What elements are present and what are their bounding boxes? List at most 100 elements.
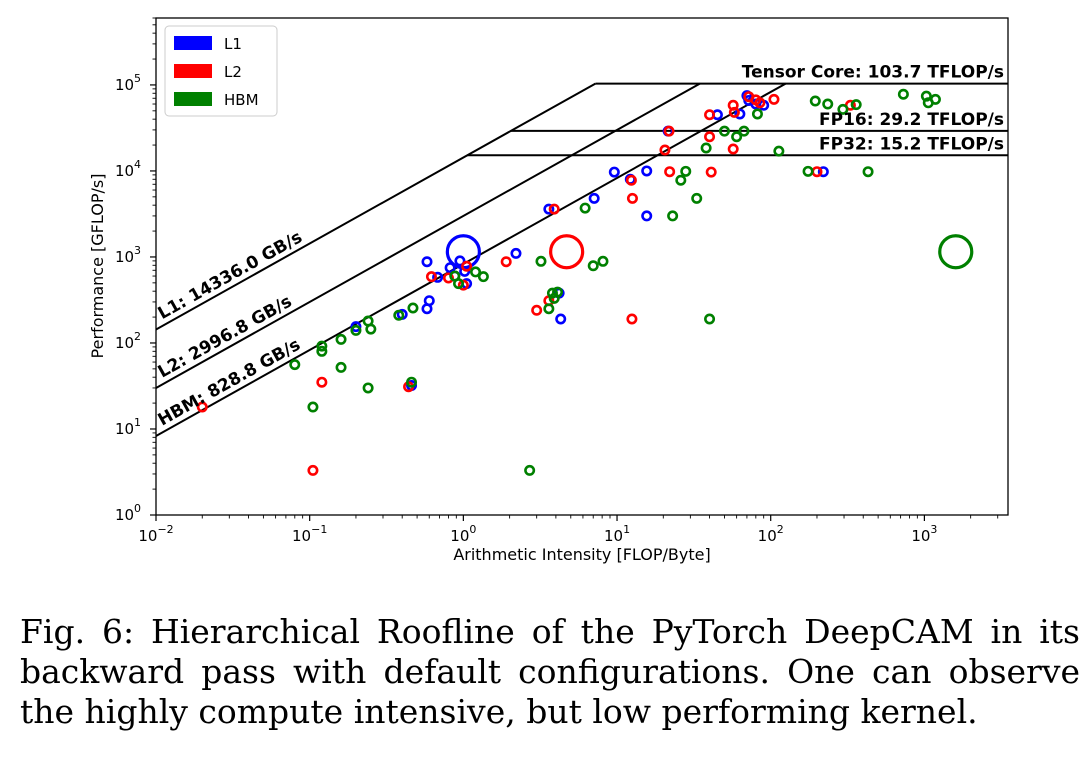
roof-hbm-label: HBM: 828.8 GB/s [155, 335, 304, 430]
x-tick-label: 102 [758, 523, 784, 545]
point-l2 [663, 125, 675, 137]
point-hbm [579, 202, 591, 214]
legend-label-l1: L1 [224, 35, 242, 53]
x-tick-label: 103 [911, 523, 937, 545]
point-l1 [432, 271, 444, 283]
point-l2 [811, 166, 823, 178]
point-hbm [335, 333, 347, 345]
point-hbm [543, 303, 555, 315]
roof-l2-line [156, 82, 701, 389]
point-hbm [335, 361, 347, 373]
point-l1 [421, 256, 433, 268]
point-hbm [453, 278, 465, 290]
point-hbm [837, 103, 849, 115]
legend-label-hbm: HBM [224, 91, 259, 109]
point-hbm [751, 108, 763, 120]
point-hbm [316, 340, 328, 352]
point-l1 [423, 295, 435, 307]
point-hbm [362, 382, 374, 394]
point-l1 [734, 108, 746, 120]
legend-swatch-hbm [174, 92, 212, 106]
ceiling-fp16-label: FP16: 29.2 TFLOP/s [819, 110, 1004, 130]
point-l1 [454, 255, 466, 267]
point-hbm [680, 165, 692, 177]
point-hbm [773, 145, 785, 157]
point-hbm [667, 210, 679, 222]
legend-label-l2: L2 [224, 63, 242, 81]
point-l2 [728, 106, 740, 118]
y-tick-label: 103 [115, 244, 141, 266]
point-hbm [700, 142, 712, 154]
point-l2 [196, 401, 208, 413]
point-l2 [659, 144, 671, 156]
legend: L1 L2 HBM [164, 25, 278, 117]
roof-lines [156, 82, 1008, 437]
series-hbm [289, 88, 974, 476]
y-tick-label: 102 [115, 330, 141, 352]
point-l1 [588, 192, 600, 204]
point-hbm [738, 125, 750, 137]
point-hbm [524, 464, 536, 476]
roofline-chart: L1: 14336.0 GB/s L2: 2996.8 GB/s HBM: 828.… [88, 17, 1009, 564]
point-hbm [546, 287, 558, 299]
point-hbm [822, 98, 834, 110]
x-tick-label: 10−2 [138, 523, 173, 545]
point-l2 [425, 271, 437, 283]
point-hbm [802, 165, 814, 177]
point-hbm [316, 345, 328, 357]
point-l1 [817, 166, 829, 178]
point-l2 [626, 313, 638, 325]
point-hbm [535, 255, 547, 267]
point-hbm [929, 93, 941, 105]
point-hbm [393, 309, 405, 321]
x-tick-label: 10−1 [292, 523, 327, 545]
point-l1 [641, 165, 653, 177]
point-l2 [316, 376, 328, 388]
point-l2 [768, 93, 780, 105]
point-l1 [543, 203, 555, 215]
highlight-point-hbm [938, 234, 974, 270]
point-l2 [704, 109, 716, 121]
point-l2 [500, 256, 512, 268]
series-l2 [196, 91, 856, 476]
point-hbm [809, 95, 821, 107]
point-hbm [704, 313, 716, 325]
point-l1 [608, 166, 620, 178]
point-l2 [754, 97, 766, 109]
point-hbm [731, 131, 743, 143]
y-tick-label: 105 [115, 72, 141, 94]
series-l1 [350, 90, 829, 392]
axis-ticks: 10−2 10−1 100 101 102 103 100 101 102 103 104 105 [115, 17, 999, 545]
point-l2 [307, 464, 319, 476]
point-l1 [350, 321, 362, 333]
roof-l1-line [156, 82, 596, 331]
y-axis-label: Performance [GFLOP/s] [88, 174, 107, 359]
point-hbm [597, 255, 609, 267]
point-l2 [625, 174, 637, 186]
point-l1 [510, 247, 522, 259]
point-hbm [862, 166, 874, 178]
point-l2 [457, 279, 469, 291]
point-hbm [552, 286, 564, 298]
point-l2 [442, 272, 454, 284]
x-tick-label: 101 [604, 523, 630, 545]
point-hbm [897, 88, 909, 100]
ceiling-fp32-label: FP32: 15.2 TFLOP/s [819, 134, 1004, 154]
point-hbm [691, 192, 703, 204]
point-hbm [350, 324, 362, 336]
y-tick-label: 100 [115, 502, 141, 524]
y-tick-label: 104 [115, 158, 141, 180]
point-l1 [444, 262, 456, 274]
data-points [196, 88, 974, 476]
point-hbm [477, 271, 489, 283]
point-hbm [289, 359, 301, 371]
point-hbm [850, 99, 862, 111]
x-axis-label: Arithmetic Intensity [FLOP/Byte] [453, 545, 710, 564]
point-l2 [704, 131, 716, 143]
figure-caption: Fig. 6: Hierarchical Roofline of the PyT… [20, 612, 1080, 731]
plot-frame [155, 17, 1009, 516]
legend-swatch-l1 [174, 36, 212, 50]
x-tick-label: 100 [450, 523, 476, 545]
ceiling-tensor-core-label: Tensor Core: 103.7 TFLOP/s [742, 63, 1004, 83]
